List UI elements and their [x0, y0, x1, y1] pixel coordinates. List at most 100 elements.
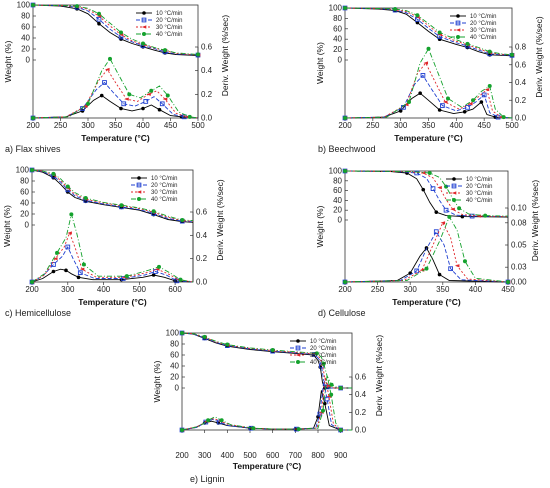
chart-panel: 200 300 400 500 600 Temperature (°C) 0 20 40 60 80…: [2, 166, 225, 319]
legend-marker-20: [455, 20, 461, 26]
weight-curve-20: [31, 169, 194, 223]
legend-label-20: 20 °C/min: [151, 183, 177, 189]
legend-label-20: 20 °C/min: [310, 346, 336, 352]
deriv-curve-20: [344, 230, 509, 283]
deriv-point-40: [178, 277, 183, 282]
deriv-point-40: [471, 98, 476, 103]
y-axis-label-right: Deriv. Weight (%/sec): [530, 180, 540, 262]
weight-point-40: [338, 386, 343, 390]
weight-y-tick-label: 80: [21, 12, 30, 21]
deriv-point-40: [31, 116, 35, 120]
y-axis-label-right: Deriv. Weight (%/sec): [534, 16, 544, 98]
deriv-curve-30: [31, 231, 194, 283]
deriv-point-40: [149, 88, 154, 93]
deriv-point-40: [165, 93, 170, 98]
weight-y-tick-label: 100: [166, 329, 180, 338]
y-axis-label-right: Deriv. Weight (%/sec): [215, 179, 225, 261]
deriv-curve-10: [32, 94, 199, 119]
deriv-point-40: [426, 46, 431, 51]
panel-caption: c) Hemicellulose: [5, 308, 71, 318]
deriv-point-30: [454, 264, 460, 268]
x-tick-label: 500: [243, 451, 257, 460]
weight-point-40: [270, 348, 275, 353]
weight-point-40: [51, 171, 56, 176]
weight-y-tick-label: 60: [170, 351, 179, 360]
weight-y-tick-label: 40: [333, 35, 342, 44]
deriv-point-30: [124, 97, 129, 101]
weight-point-30: [325, 384, 331, 388]
legend-label-10: 10 °C/min: [156, 11, 182, 17]
deriv-point-40: [329, 392, 334, 397]
weight-y-tick-label: 20: [21, 45, 30, 54]
x-tick-label: 350: [436, 285, 450, 294]
weight-point-40: [151, 209, 156, 214]
x-tick-label: 400: [136, 121, 150, 130]
weight-curve-20: [344, 170, 509, 218]
weight-y-tick-label: 40: [21, 34, 30, 43]
weight-y-tick-label: 0: [338, 56, 343, 65]
deriv-curve-40: [344, 47, 513, 119]
legend-label-10: 10 °C/min: [310, 339, 336, 345]
deriv-point-30: [423, 61, 429, 65]
weight-point-10: [421, 187, 426, 192]
deriv-point-40: [462, 259, 467, 264]
weight-point-40: [97, 11, 101, 16]
x-tick-label: 250: [54, 121, 68, 130]
weight-point-40: [415, 13, 420, 18]
deriv-point-30: [146, 92, 151, 96]
deriv-point-40: [55, 250, 60, 255]
weight-y-tick-label: 0: [25, 221, 30, 230]
weight-point-40: [180, 331, 184, 335]
weight-point-40: [321, 361, 326, 366]
legend-marker-10: [456, 14, 460, 18]
weight-curve-30: [31, 169, 194, 222]
legend-marker-10: [296, 339, 300, 343]
x-tick-label: 500: [191, 121, 205, 130]
deriv-point-30: [440, 221, 446, 225]
legend-marker-30: [455, 28, 461, 32]
deriv-point-40: [86, 101, 90, 106]
weight-y-tick-label: 20: [333, 206, 342, 215]
weight-point-40: [343, 6, 347, 10]
x-tick-label: 300: [81, 121, 95, 130]
x-tick-label: 600: [168, 285, 182, 294]
x-tick-label: 300: [394, 121, 408, 130]
deriv-y-tick-label: 0.6: [515, 60, 527, 69]
weight-point-40: [75, 4, 79, 9]
legend-marker-40: [142, 32, 146, 36]
weight-y-tick-label: 80: [333, 176, 342, 185]
weight-y-tick-label: 0: [26, 56, 31, 65]
weight-point-40: [457, 206, 462, 211]
deriv-y-tick-label: 0.0: [355, 426, 367, 435]
x-tick-label: 450: [477, 121, 491, 130]
deriv-point-30: [67, 231, 72, 235]
weight-y-tick-label: 20: [170, 373, 179, 382]
weight-point-40: [510, 52, 514, 57]
weight-curve-30: [344, 170, 509, 218]
weight-point-40: [393, 7, 398, 12]
legend-label-40: 40 °C/min: [156, 32, 182, 38]
deriv-point-20: [433, 229, 439, 235]
weight-y-tick-label: 80: [333, 14, 342, 23]
weight-y-tick-label: 20: [333, 45, 342, 54]
legend-marker-30: [451, 191, 457, 195]
legend-label-20: 20 °C/min: [470, 21, 496, 27]
weight-point-40: [196, 52, 200, 57]
x-tick-label: 450: [164, 121, 178, 130]
deriv-point-40: [251, 426, 256, 431]
panel-caption: e) Lignin: [190, 474, 225, 484]
x-tick-label: 200: [26, 121, 40, 130]
deriv-y-tick-label: 0.4: [515, 78, 527, 87]
x-tick-label: 500: [505, 121, 519, 130]
deriv-point-20: [153, 269, 158, 274]
weight-point-30: [450, 207, 455, 211]
weight-point-20: [430, 186, 436, 191]
deriv-y-tick-label: 0.4: [201, 66, 213, 75]
weight-point-40: [65, 184, 70, 189]
deriv-point-10: [51, 269, 56, 274]
deriv-point-10: [157, 107, 162, 112]
chart-panel: 200 250 300 350 400 450 500 Temperature (°C) 0 20…: [315, 4, 544, 155]
x-axis-label: Temperature (°C): [81, 133, 150, 143]
